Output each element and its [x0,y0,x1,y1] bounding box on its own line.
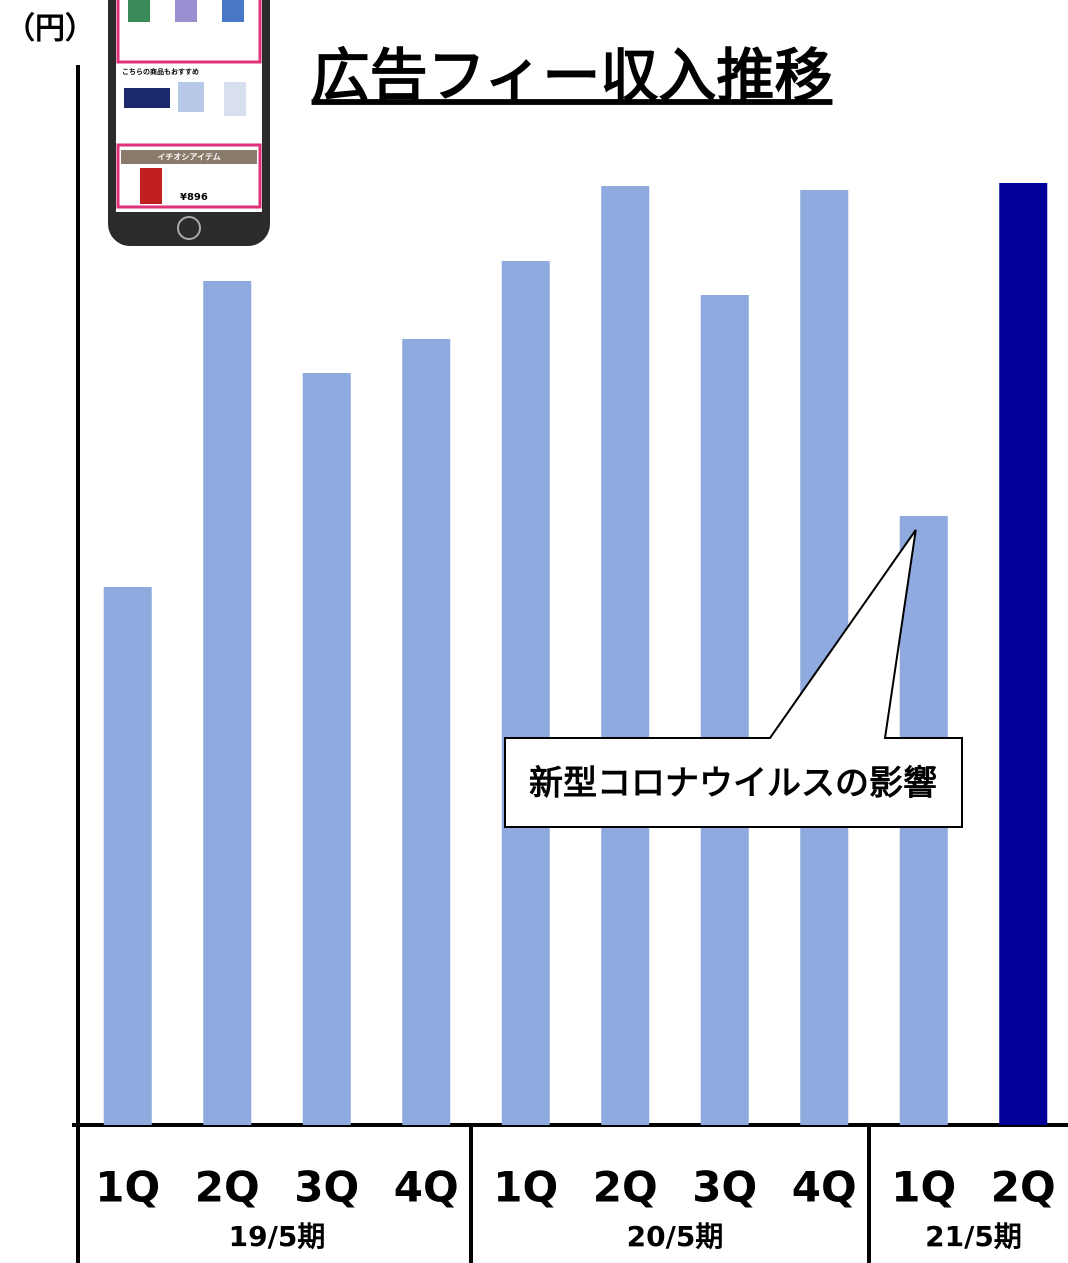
group-label: 20/5期 [627,1220,724,1253]
x-tick-label: 1Q [891,1163,956,1212]
x-tick-label: 4Q [792,1163,857,1212]
callout [504,529,963,828]
group-label: 19/5期 [229,1220,326,1253]
bar [700,295,749,1125]
unit-label: （円） [5,12,95,47]
bar [103,587,152,1125]
x-tick-label: 2Q [593,1163,658,1212]
chart-title: 広告フィー収入推移 [312,42,833,110]
annotation: 新型コロナウイルスの影響 [529,764,937,804]
x-tick-label: 3Q [294,1163,359,1212]
bar [402,339,451,1125]
x-tick-label: 1Q [493,1163,558,1212]
bar [999,183,1048,1125]
bar [302,373,351,1125]
x-tick-label: 1Q [95,1163,160,1212]
x-tick-label: 3Q [692,1163,757,1212]
bar [501,261,550,1125]
group-label: 21/5期 [925,1220,1022,1253]
phone-section: こちらの商品もおすすめ [122,67,199,76]
phone-price: ¥896 [180,192,208,203]
phone-featured: イチオシアイテム [157,153,220,162]
x-tick-label: 2Q [195,1163,260,1212]
bar [203,281,252,1125]
phone-mockup: こちらの商品もおすすめ イチオシアイテム ¥896 [108,0,270,246]
x-tick-label: 2Q [991,1163,1056,1212]
x-tick-label: 4Q [394,1163,459,1212]
bar [601,186,650,1125]
